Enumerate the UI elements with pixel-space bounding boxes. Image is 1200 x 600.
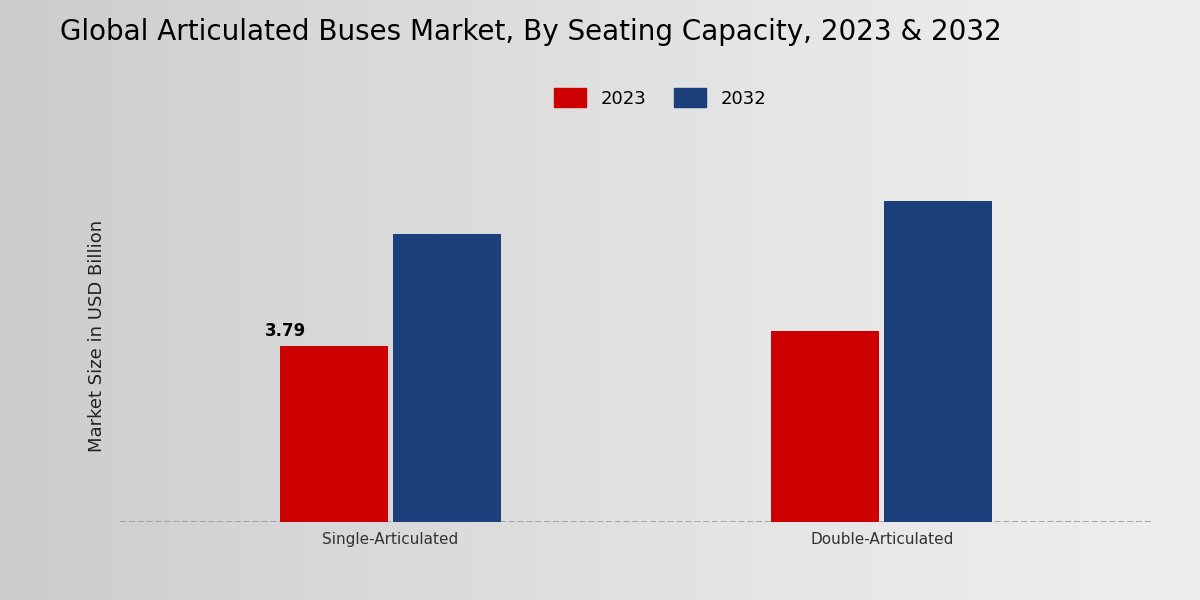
Bar xyxy=(884,201,992,522)
Text: Global Articulated Buses Market, By Seating Capacity, 2023 & 2032: Global Articulated Buses Market, By Seat… xyxy=(60,18,1002,46)
Bar xyxy=(772,331,880,522)
Text: 3.79: 3.79 xyxy=(265,322,306,340)
Bar xyxy=(392,233,500,522)
Bar xyxy=(280,346,388,522)
Legend: 2023, 2032: 2023, 2032 xyxy=(546,81,774,115)
Y-axis label: Market Size in USD Billion: Market Size in USD Billion xyxy=(88,220,106,452)
